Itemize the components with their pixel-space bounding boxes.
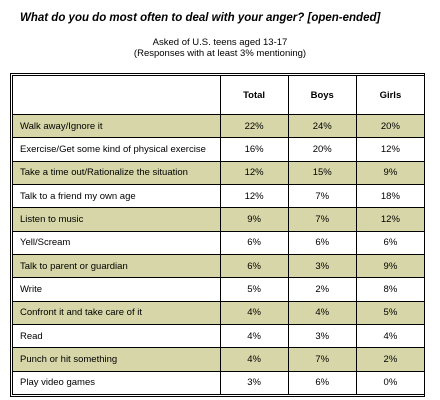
column-header-label [12, 75, 221, 115]
table-row: Take a time out/Rationalize the situatio… [12, 160, 426, 185]
row-label: Walk away/Ignore it [12, 113, 221, 139]
cell-boys: 20% [287, 137, 357, 162]
column-header-boys: Boys [287, 75, 357, 115]
cell-girls: 6% [355, 230, 426, 255]
cell-girls: 2% [355, 347, 426, 372]
cell-total: 16% [219, 137, 289, 162]
header-row: Total Boys Girls [12, 75, 426, 115]
row-label: Talk to parent or guardian [12, 253, 221, 279]
cell-boys: 24% [287, 113, 357, 139]
table-row: Write 5% 2% 8% [12, 277, 426, 302]
cell-girls: 4% [355, 323, 426, 349]
cell-boys: 3% [287, 253, 357, 279]
table-row: Listen to music 9% 7% 12% [12, 207, 426, 232]
row-label: Talk to a friend my own age [12, 183, 221, 209]
cell-total: 6% [219, 253, 289, 279]
results-table: Total Boys Girls Walk away/Ignore it 22% 2… [12, 75, 426, 396]
cell-total: 12% [219, 160, 289, 185]
table-row: Punch or hit something 4% 7% 2% [12, 347, 426, 372]
cell-total: 3% [219, 370, 289, 396]
cell-boys: 3% [287, 323, 357, 349]
table-row: Walk away/Ignore it 22% 24% 20% [12, 113, 426, 139]
table-row: Yell/Scream 6% 6% 6% [12, 230, 426, 255]
row-label: Exercise/Get some kind of physical exerc… [12, 137, 221, 162]
cell-boys: 7% [287, 347, 357, 372]
column-header-total: Total [219, 75, 289, 115]
cell-boys: 15% [287, 160, 357, 185]
row-label: Yell/Scream [12, 230, 221, 255]
cell-total: 4% [219, 300, 289, 325]
cell-boys: 4% [287, 300, 357, 325]
page-title: What do you do most often to deal with y… [20, 12, 381, 24]
cell-total: 12% [219, 183, 289, 209]
row-label: Write [12, 277, 221, 302]
table-row: Read 4% 3% 4% [12, 323, 426, 349]
cell-boys: 6% [287, 230, 357, 255]
row-label: Read [12, 323, 221, 349]
cell-total: 22% [219, 113, 289, 139]
cell-girls: 12% [355, 137, 426, 162]
table-row: Confront it and take care of it 4% 4% 5% [12, 300, 426, 325]
cell-girls: 0% [355, 370, 426, 396]
table-row: Talk to a friend my own age 12% 7% 18% [12, 183, 426, 209]
table-body: Walk away/Ignore it 22% 24% 20% Exercise/Get… [12, 113, 426, 396]
table-row: Play video games 3% 6% 0% [12, 370, 426, 396]
column-header-girls: Girls [355, 75, 426, 115]
cell-girls: 5% [355, 300, 426, 325]
table-row: Exercise/Get some kind of physical exerc… [12, 137, 426, 162]
cell-girls: 9% [355, 253, 426, 279]
row-label: Listen to music [12, 207, 221, 232]
cell-girls: 9% [355, 160, 426, 185]
cell-total: 4% [219, 347, 289, 372]
cell-boys: 2% [287, 277, 357, 302]
cell-girls: 12% [355, 207, 426, 232]
row-label: Play video games [12, 370, 221, 396]
cell-girls: 8% [355, 277, 426, 302]
cell-total: 9% [219, 207, 289, 232]
table-row: Talk to parent or guardian 6% 3% 9% [12, 253, 426, 279]
cell-total: 6% [219, 230, 289, 255]
cell-total: 5% [219, 277, 289, 302]
cell-total: 4% [219, 323, 289, 349]
row-label: Take a time out/Rationalize the situatio… [12, 160, 221, 185]
cell-girls: 18% [355, 183, 426, 209]
cell-boys: 6% [287, 370, 357, 396]
row-label: Punch or hit something [12, 347, 221, 372]
cell-boys: 7% [287, 183, 357, 209]
cell-boys: 7% [287, 207, 357, 232]
subtitle-population: Asked of U.S. teens aged 13-17 [152, 37, 288, 48]
cell-girls: 20% [355, 113, 426, 139]
row-label: Confront it and take care of it [12, 300, 221, 325]
subtitle-note: (Responses with at least 3% mentioning) [133, 48, 307, 59]
